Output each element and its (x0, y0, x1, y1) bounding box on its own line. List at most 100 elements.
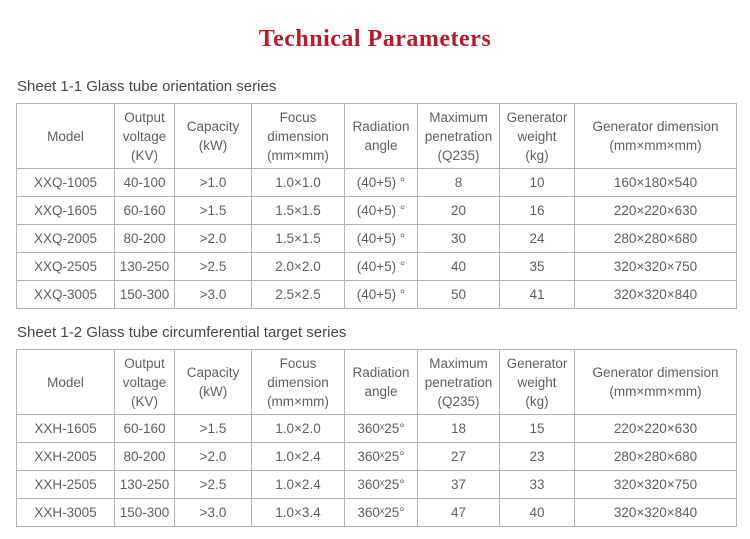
table-cell: >2.0 (174, 442, 252, 471)
column-header-line: angle (364, 138, 398, 153)
table-row: XXH-2005 80-200 >2.0 1.0×2.4 360ˣ25° 27 23 280×… (16, 442, 737, 471)
column-header: Maximum penetration (Q235) (417, 349, 500, 415)
column-header-line: Radiation (352, 365, 410, 380)
table-cell: 320×320×840 (574, 280, 737, 309)
table-cell: 360ˣ25° (344, 442, 418, 471)
table-cell: (40+5) ° (344, 252, 418, 281)
table-cell: 47 (417, 498, 500, 527)
column-header-line: Generator dimension (592, 365, 719, 380)
table-row: XXH-3005 150-300 >3.0 1.0×3.4 360ˣ25° 47 40 320… (16, 498, 737, 527)
table-cell: XXH-2005 (16, 442, 115, 471)
table-cell: 15 (499, 414, 575, 443)
column-header-line: (KV) (131, 393, 158, 409)
table-cell: XXQ-1605 (16, 196, 115, 225)
table-cell: XXH-2505 (16, 470, 115, 499)
column-header-line: voltage (122, 374, 167, 390)
column-header-line: Generator (506, 355, 568, 371)
column-header-line: (Q235) (437, 393, 480, 409)
column-header-line: dimension (267, 374, 329, 390)
table-cell: 40-100 (114, 168, 175, 197)
column-header: Focus dimension (mm×mm) (251, 349, 345, 415)
table-cell: 320×320×750 (574, 470, 737, 499)
column-header-line: (kW) (198, 384, 228, 399)
table-row: XXH-2505 130-250 >2.5 1.0×2.4 360ˣ25° 37 33 320… (16, 470, 737, 499)
column-header-line: Generator dimension (592, 119, 719, 134)
table-cell: 1.5×1.5 (251, 224, 345, 253)
table-cell: 1.0×3.4 (251, 498, 345, 527)
sheet-1-2-section: Sheet 1-2 Glass tube circumferential tar… (0, 324, 750, 527)
column-header-line: penetration (424, 374, 493, 390)
column-header-line: weight (517, 128, 557, 144)
column-header-line: penetration (424, 128, 493, 144)
table-cell: 18 (417, 414, 500, 443)
column-header-line: Output (124, 109, 165, 125)
column-header: Output voltage (KV) (114, 103, 175, 169)
table-row: XXQ-2505 130-250 >2.5 2.0×2.0 (40+5) ° 40 35 32… (16, 252, 737, 281)
sheet-1-1-section: Sheet 1-1 Glass tube orientation series … (0, 78, 750, 309)
table-cell: XXQ-2005 (16, 224, 115, 253)
table-row: XXQ-1005 40-100 >1.0 1.0×1.0 (40+5) ° 8 10 160×… (16, 168, 737, 197)
table-cell: 150-300 (114, 498, 175, 527)
column-header-line: angle (364, 384, 398, 399)
column-header-line: (kg) (525, 393, 549, 409)
table-cell: 20 (417, 196, 500, 225)
table-cell: XXQ-2505 (16, 252, 115, 281)
column-header-line: (kg) (525, 147, 549, 163)
table-cell: 280×280×680 (574, 224, 737, 253)
table-cell: 220×220×630 (574, 414, 737, 443)
table-cell: 1.0×2.4 (251, 470, 345, 499)
column-header-line: Maximum (429, 109, 488, 125)
table-cell: 2.0×2.0 (251, 252, 345, 281)
table-cell: 320×320×750 (574, 252, 737, 281)
column-header-line: (kW) (198, 138, 228, 153)
column-header: Model (16, 349, 115, 415)
table-cell: >3.0 (174, 498, 252, 527)
table-cell: XXH-3005 (16, 498, 115, 527)
table-cell: XXH-1605 (16, 414, 115, 443)
column-header: Radiation angle (344, 103, 418, 169)
column-header-line: Maximum (429, 355, 488, 371)
table-cell: >1.0 (174, 168, 252, 197)
column-header: Capacity (kW) (174, 349, 252, 415)
table-cell: 60-160 (114, 414, 175, 443)
column-header: Generator dimension (mm×mm×mm) (574, 349, 737, 415)
header-row: Model Output voltage (KV) Capacity (kW) Focus d… (16, 349, 737, 415)
table-cell: 16 (499, 196, 575, 225)
column-header-line: Generator (506, 109, 568, 125)
column-header-line: voltage (122, 128, 167, 144)
circumferential-target-series-table: Model Output voltage (KV) Capacity (kW) Focus d… (16, 349, 737, 527)
table-row: XXQ-2005 80-200 >2.0 1.5×1.5 (40+5) ° 30 24 280… (16, 224, 737, 253)
orientation-series-table: Model Output voltage (KV) Capacity (kW) Focus d… (16, 103, 737, 309)
table-cell: >1.5 (174, 196, 252, 225)
table-cell: 37 (417, 470, 500, 499)
table-cell: 360ˣ25° (344, 498, 418, 527)
column-header-line: Capacity (186, 365, 240, 380)
column-header-line: Radiation (352, 119, 410, 134)
table-cell: 23 (499, 442, 575, 471)
table-row: XXQ-1605 60-160 >1.5 1.5×1.5 (40+5) ° 20 16 220… (16, 196, 737, 225)
table-row: XXQ-3005 150-300 >3.0 2.5×2.5 (40+5) ° 50 41 32… (16, 280, 737, 309)
table-cell: 35 (499, 252, 575, 281)
table-cell: 80-200 (114, 442, 175, 471)
column-header-line: (mm×mm) (267, 393, 329, 409)
table-cell: 30 (417, 224, 500, 253)
column-header-line: (mm×mm×mm) (609, 138, 702, 153)
column-header-line: (mm×mm×mm) (609, 384, 702, 399)
column-header: Capacity (kW) (174, 103, 252, 169)
table-cell: 1.0×1.0 (251, 168, 345, 197)
table-cell: 130-250 (114, 470, 175, 499)
column-header-line: Model (47, 128, 84, 144)
table-cell: 60-160 (114, 196, 175, 225)
table-row: XXH-1605 60-160 >1.5 1.0×2.0 360ˣ25° 18 15 220×… (16, 414, 737, 443)
table-cell: 220×220×630 (574, 196, 737, 225)
column-header-line: Capacity (186, 119, 240, 134)
table-cell: 24 (499, 224, 575, 253)
column-header: Generator weight (kg) (499, 349, 575, 415)
table-cell: 40 (417, 252, 500, 281)
table-cell: 1.0×2.4 (251, 442, 345, 471)
column-header: Output voltage (KV) (114, 349, 175, 415)
table-cell: 8 (417, 168, 500, 197)
column-header: Radiation angle (344, 349, 418, 415)
column-header-line: dimension (267, 128, 329, 144)
